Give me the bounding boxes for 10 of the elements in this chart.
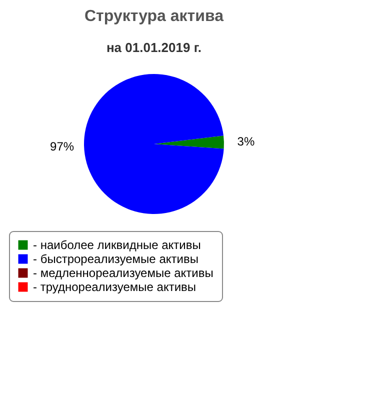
legend-label: - наиболее ликвидные активы xyxy=(33,238,201,252)
legend-label: - быстрореализуемые активы xyxy=(33,252,198,266)
data-label: 3% xyxy=(237,134,255,149)
legend-label: - труднореализуемые активы xyxy=(33,280,196,294)
chart-subtitle: на 01.01.2019 г. xyxy=(106,40,202,55)
pie-slice xyxy=(84,74,224,214)
pie-slice xyxy=(154,136,224,149)
legend-label: - медленнореализуемые активы xyxy=(33,266,214,280)
data-label: 97% xyxy=(50,139,74,154)
chart-title: Структура актива xyxy=(84,8,224,25)
